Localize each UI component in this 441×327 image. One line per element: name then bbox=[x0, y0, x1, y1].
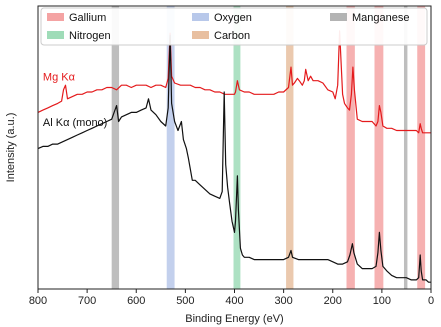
x-tick-label: 400 bbox=[225, 295, 243, 307]
series-label-1: Al Kα (mono) bbox=[43, 117, 107, 129]
band-gallium-7 bbox=[417, 6, 426, 289]
x-tick-label: 800 bbox=[29, 295, 47, 307]
legend-label-nitrogen: Nitrogen bbox=[69, 30, 111, 42]
x-tick-label: 100 bbox=[373, 295, 391, 307]
legend-label-gallium: Gallium bbox=[69, 12, 106, 24]
x-tick-label: 700 bbox=[78, 295, 96, 307]
x-tick-label: 600 bbox=[127, 295, 145, 307]
legend-label-oxygen: Oxygen bbox=[214, 12, 252, 24]
legend-swatch-manganese bbox=[330, 13, 347, 21]
x-tick-label: 300 bbox=[274, 295, 292, 307]
band-manganese-6 bbox=[403, 6, 408, 289]
legend: Gallium Oxygen Manganese Nitrogen Carbon bbox=[40, 7, 428, 46]
legend-swatch-gallium bbox=[47, 13, 64, 21]
band-gallium-4 bbox=[346, 6, 355, 289]
legend-label-manganese: Manganese bbox=[352, 12, 410, 24]
band-gallium-5 bbox=[374, 6, 384, 289]
y-axis-label: Intensity (a.u.) bbox=[5, 113, 17, 183]
series-label-0: Mg Kα bbox=[43, 72, 76, 84]
legend-swatch-nitrogen bbox=[47, 31, 64, 39]
x-tick-label: 0 bbox=[428, 295, 434, 307]
x-tick-label: 200 bbox=[324, 295, 342, 307]
series-line-1 bbox=[37, 34, 431, 283]
legend-label-carbon: Carbon bbox=[214, 30, 250, 42]
element-bands bbox=[111, 6, 426, 289]
x-axis-label: Binding Energy (eV) bbox=[185, 313, 283, 325]
legend-swatch-carbon bbox=[192, 31, 209, 39]
legend-swatch-oxygen bbox=[192, 13, 209, 21]
band-manganese-0 bbox=[111, 6, 120, 289]
series-lines bbox=[37, 30, 431, 283]
x-axis-ticks: 800 700 600 500 400 300 200 100 0 bbox=[29, 289, 434, 307]
band-carbon-3 bbox=[286, 6, 294, 289]
band-nitrogen-2 bbox=[233, 6, 241, 289]
series-line-0 bbox=[37, 30, 431, 134]
x-tick-label: 500 bbox=[176, 295, 194, 307]
series-labels: Mg Kα Al Kα (mono) bbox=[43, 72, 107, 129]
band-oxygen-1 bbox=[166, 6, 175, 289]
